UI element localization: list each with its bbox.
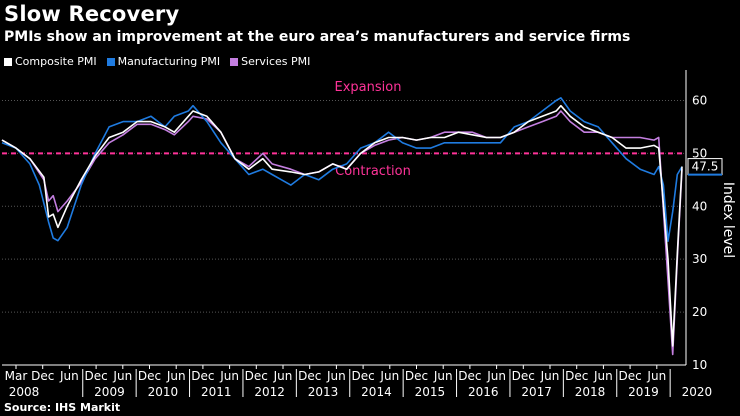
x-tick-label-23: Dec bbox=[618, 369, 641, 383]
legend-item-services: Services PMI bbox=[230, 55, 310, 68]
x-tick-label-16: Jun bbox=[433, 369, 453, 383]
x-tick-label-18: Jun bbox=[486, 369, 506, 383]
legend: Composite PMI Manufacturing PMI Services… bbox=[4, 55, 310, 68]
y-tick-label-50: 50 bbox=[692, 146, 707, 160]
source-note: Source: IHS Markit bbox=[4, 401, 121, 414]
x-tick-label-3: Dec bbox=[84, 369, 107, 383]
legend-label-services: Services PMI bbox=[241, 55, 311, 68]
y-tick-label-60: 60 bbox=[692, 93, 707, 107]
x-tick-label-7: Dec bbox=[191, 369, 214, 383]
year-label-2011: 2011 bbox=[201, 385, 232, 399]
year-label-2012: 2012 bbox=[254, 385, 285, 399]
legend-swatch-composite bbox=[4, 57, 12, 66]
series-line-manufacturing-pmi bbox=[1, 97, 683, 242]
year-label-2019: 2019 bbox=[628, 385, 659, 399]
x-tick-label-1: Dec bbox=[31, 369, 54, 383]
x-tick-label-0: Mar bbox=[5, 369, 28, 383]
year-label-2014: 2014 bbox=[361, 385, 392, 399]
y-tick-label-20: 20 bbox=[692, 305, 707, 319]
y-axis-title: Index level bbox=[720, 182, 736, 258]
annotation-expansion: Expansion bbox=[335, 80, 402, 95]
year-label-2015: 2015 bbox=[415, 385, 446, 399]
x-tick-label-15: Dec bbox=[405, 369, 428, 383]
annotation-contraction: Contraction bbox=[335, 164, 411, 179]
x-tick-label-8: Jun bbox=[219, 369, 239, 383]
year-label-2016: 2016 bbox=[468, 385, 499, 399]
legend-item-manufacturing: Manufacturing PMI bbox=[106, 55, 221, 68]
year-label-2017: 2017 bbox=[521, 385, 552, 399]
year-label-2008: 2008 bbox=[9, 385, 40, 399]
year-label-2020: 2020 bbox=[682, 385, 713, 399]
series-line-services-pmi bbox=[1, 110, 683, 356]
chart-title: Slow Recovery bbox=[4, 2, 180, 26]
x-tick-label-20: Jun bbox=[540, 369, 560, 383]
x-tick-label-13: Dec bbox=[351, 369, 374, 383]
x-tick-label-4: Jun bbox=[112, 369, 132, 383]
x-tick-label-11: Dec bbox=[298, 369, 321, 383]
x-tick-label-6: Jun bbox=[166, 369, 186, 383]
year-label-2013: 2013 bbox=[308, 385, 339, 399]
y-tick-label-30: 30 bbox=[692, 252, 707, 266]
x-tick-label-12: Jun bbox=[326, 369, 346, 383]
x-tick-label-21: Dec bbox=[565, 369, 588, 383]
chart-subtitle: PMIs show an improvement at the euro are… bbox=[4, 29, 631, 45]
x-tick-label-14: Jun bbox=[379, 369, 399, 383]
legend-label-composite: Composite PMI bbox=[15, 55, 97, 68]
y-tick-label-10: 10 bbox=[692, 358, 707, 372]
x-tick-label-17: Dec bbox=[458, 369, 481, 383]
x-tick-label-22: Jun bbox=[593, 369, 613, 383]
series-line-composite-pmi bbox=[1, 104, 683, 347]
year-label-2009: 2009 bbox=[94, 385, 125, 399]
legend-swatch-services bbox=[230, 57, 239, 66]
year-label-2010: 2010 bbox=[148, 385, 179, 399]
legend-label-manufacturing: Manufacturing PMI bbox=[117, 55, 221, 68]
last-value-label: 47.5 bbox=[692, 160, 719, 174]
x-tick-label-2: Jun bbox=[59, 369, 79, 383]
x-tick-label-9: Dec bbox=[245, 369, 268, 383]
x-tick-label-10: Jun bbox=[273, 369, 293, 383]
x-tick-label-19: Dec bbox=[512, 369, 535, 383]
legend-item-composite: Composite PMI bbox=[4, 55, 97, 68]
x-tick-label-5: Dec bbox=[138, 369, 161, 383]
x-tick-label-24: Jun bbox=[646, 369, 666, 383]
y-tick-label-40: 40 bbox=[692, 199, 707, 213]
legend-swatch-manufacturing bbox=[106, 57, 115, 66]
year-label-2018: 2018 bbox=[575, 385, 606, 399]
